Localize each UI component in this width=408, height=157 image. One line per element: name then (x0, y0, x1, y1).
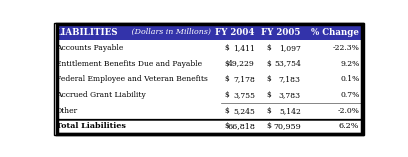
Text: 1,411: 1,411 (233, 44, 255, 52)
Bar (57, 119, 361, 134)
Text: (Dollars in Millions): (Dollars in Millions) (129, 28, 211, 36)
Text: % Change: % Change (311, 28, 359, 37)
Text: 3,755: 3,755 (233, 91, 255, 99)
Text: $: $ (224, 60, 229, 68)
Text: 1,097: 1,097 (279, 44, 301, 52)
Text: Federal Employee and Veteran Benefits: Federal Employee and Veteran Benefits (56, 75, 208, 83)
Text: -22.3%: -22.3% (333, 44, 359, 52)
Bar (57, 71, 361, 87)
Text: -2.0%: -2.0% (337, 107, 359, 115)
Text: 9.2%: 9.2% (340, 60, 359, 68)
Bar (57, 56, 361, 71)
Text: 53,754: 53,754 (274, 60, 301, 68)
Text: $: $ (224, 122, 229, 130)
Bar (57, 24, 361, 40)
Text: $: $ (266, 44, 271, 52)
Text: 5,142: 5,142 (279, 107, 301, 115)
Bar (57, 40, 361, 56)
Text: LIABILITIES: LIABILITIES (56, 28, 118, 37)
Text: 6.2%: 6.2% (339, 122, 359, 130)
Text: Accounts Payable: Accounts Payable (56, 44, 123, 52)
Text: $: $ (224, 91, 229, 99)
Text: FY 2005: FY 2005 (262, 28, 301, 37)
Text: 0.7%: 0.7% (340, 91, 359, 99)
Text: 49,229: 49,229 (228, 60, 255, 68)
Text: Other: Other (56, 107, 78, 115)
Text: $: $ (266, 60, 271, 68)
Text: 7,183: 7,183 (279, 75, 301, 83)
Text: $: $ (266, 75, 271, 83)
Text: 3,783: 3,783 (279, 91, 301, 99)
Text: 66,818: 66,818 (227, 122, 255, 130)
Text: $: $ (266, 91, 271, 99)
Text: Entitlement Benefits Due and Payable: Entitlement Benefits Due and Payable (56, 60, 202, 68)
Text: Accrued Grant Liability: Accrued Grant Liability (56, 91, 146, 99)
Text: FY 2004: FY 2004 (215, 28, 255, 37)
Text: 70,959: 70,959 (273, 122, 301, 130)
Text: 0.1%: 0.1% (340, 75, 359, 83)
Text: $: $ (266, 107, 271, 115)
Bar (57, 87, 361, 103)
Text: 7,178: 7,178 (233, 75, 255, 83)
Text: $: $ (224, 107, 229, 115)
Text: 5,245: 5,245 (233, 107, 255, 115)
Text: $: $ (224, 75, 229, 83)
Bar (57, 103, 361, 119)
Text: $: $ (266, 122, 271, 130)
Text: Total Liabilities: Total Liabilities (56, 122, 126, 130)
Text: $: $ (224, 44, 229, 52)
